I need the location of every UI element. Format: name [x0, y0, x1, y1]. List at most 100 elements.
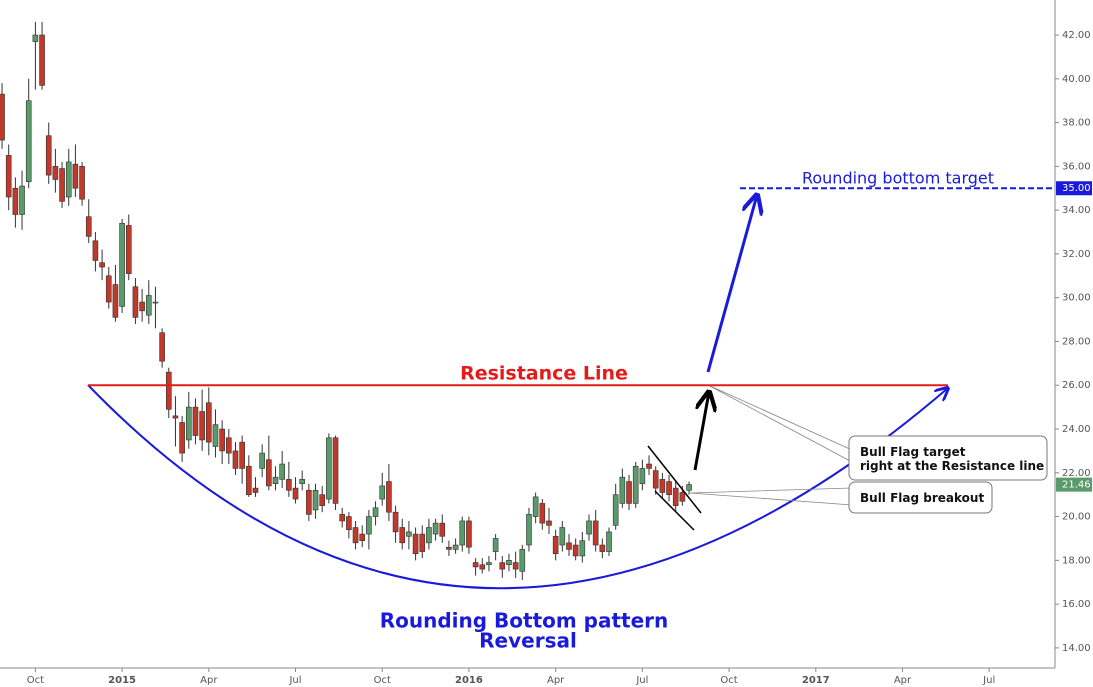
- candle-body: [586, 520, 592, 535]
- plot: [0, 21, 692, 581]
- candle-body: [52, 166, 59, 180]
- candle-body: [19, 185, 25, 215]
- target-text: Rounding bottom target: [802, 169, 994, 188]
- candle-body: [226, 437, 232, 454]
- x-tick-label: 2016: [455, 675, 483, 686]
- candle-body: [626, 481, 632, 504]
- candle-body: [619, 476, 626, 504]
- callout-pointer: [689, 384, 853, 506]
- candle-body: [452, 544, 459, 550]
- candle-body: [372, 507, 379, 517]
- candle-body: [679, 492, 686, 502]
- candle-body: [446, 546, 452, 550]
- candle-body: [592, 520, 599, 546]
- candle-body: [25, 100, 32, 182]
- candle-body: [112, 284, 119, 318]
- candle-body: [92, 240, 99, 261]
- candle-body: [599, 544, 606, 552]
- candle-body: [39, 34, 45, 86]
- flag-line: [654, 490, 695, 531]
- candle-body: [5, 155, 12, 198]
- candle-body: [526, 514, 532, 546]
- y-tick-label: 22.00: [1062, 468, 1091, 479]
- y-tick-label: 32.00: [1062, 249, 1091, 260]
- candle-body: [559, 527, 566, 546]
- y-tick-label: 42.00: [1062, 30, 1091, 41]
- candle-body: [539, 503, 546, 524]
- candle-body: [219, 428, 225, 452]
- candle-body: [59, 168, 65, 202]
- callout-box: [848, 435, 1048, 481]
- candle-body: [426, 527, 432, 544]
- candle-body: [99, 262, 105, 268]
- candle-body: [232, 450, 239, 469]
- candle-body: [632, 465, 639, 504]
- candle-body: [652, 470, 659, 489]
- flag-line: [647, 445, 702, 514]
- target-arrow: [706, 195, 757, 373]
- candle-body: [639, 468, 646, 485]
- candle-body: [165, 371, 172, 410]
- candle-body: [246, 465, 252, 495]
- rounding-curve: [87, 384, 948, 590]
- candle-body: [686, 484, 692, 491]
- candle-body: [259, 452, 265, 469]
- candle-body: [466, 520, 472, 548]
- callout-text: Bull Flag target: [860, 445, 966, 459]
- candle-body: [279, 463, 285, 480]
- candle-body: [366, 516, 372, 535]
- x-tick-label: Jul: [635, 675, 648, 686]
- candle-body: [459, 520, 466, 546]
- callout-text: right at the Resistance line: [860, 459, 1044, 473]
- y-tick-label: 28.00: [1062, 336, 1091, 347]
- candle-body: [339, 514, 346, 522]
- candle-body: [179, 422, 185, 454]
- candle-body: [105, 275, 112, 303]
- y-tick-label: 18.00: [1062, 555, 1091, 566]
- x-tick-label: 2017: [802, 675, 830, 686]
- y-tick-label: 38.00: [1062, 118, 1091, 129]
- candle-body: [486, 562, 492, 566]
- candle-body: [72, 163, 79, 189]
- callout-text: Bull Flag breakout: [860, 491, 984, 505]
- candle-body: [319, 494, 325, 506]
- candle-body: [346, 516, 352, 531]
- target-price-box: [1056, 181, 1092, 196]
- candle-body: [659, 479, 666, 493]
- candle-body: [199, 411, 205, 441]
- candle-body: [499, 562, 506, 570]
- pattern-label: Rounding Bottom pattern: [380, 609, 669, 633]
- y-tick-label: 36.00: [1062, 161, 1091, 172]
- x-tick-label: Jul: [288, 675, 301, 686]
- candle-body: [506, 560, 512, 566]
- candle-body: [192, 406, 199, 436]
- y-tick-label: 26.00: [1062, 380, 1091, 391]
- candle-body: [32, 34, 39, 42]
- x-tick-label: 2015: [108, 675, 136, 686]
- candle-body: [306, 490, 312, 515]
- candle-body: [152, 301, 159, 304]
- candle-body: [312, 490, 319, 511]
- x-tick-label: Apr: [894, 675, 912, 686]
- candle-body: [45, 135, 52, 176]
- candle-body: [646, 463, 652, 469]
- candle-body: [566, 542, 572, 550]
- candle-body: [132, 286, 139, 318]
- last-price-label: 21.46: [1062, 480, 1091, 491]
- x-tick-label: Jul: [982, 675, 995, 686]
- candle-body: [65, 161, 72, 198]
- candle-body: [439, 522, 446, 537]
- candle-body: [299, 479, 305, 485]
- candle-body: [512, 562, 519, 570]
- candle-body: [472, 562, 479, 568]
- candle-body: [159, 332, 165, 362]
- candle-body: [206, 402, 212, 443]
- y-tick-label: 16.00: [1062, 599, 1091, 610]
- candle-body: [666, 481, 672, 495]
- y-tick-label: 20.00: [1062, 512, 1091, 523]
- x-tick-label: Oct: [720, 675, 737, 686]
- candle-body: [406, 531, 412, 537]
- x-tick-label: Oct: [374, 675, 391, 686]
- candle-body: [359, 533, 366, 541]
